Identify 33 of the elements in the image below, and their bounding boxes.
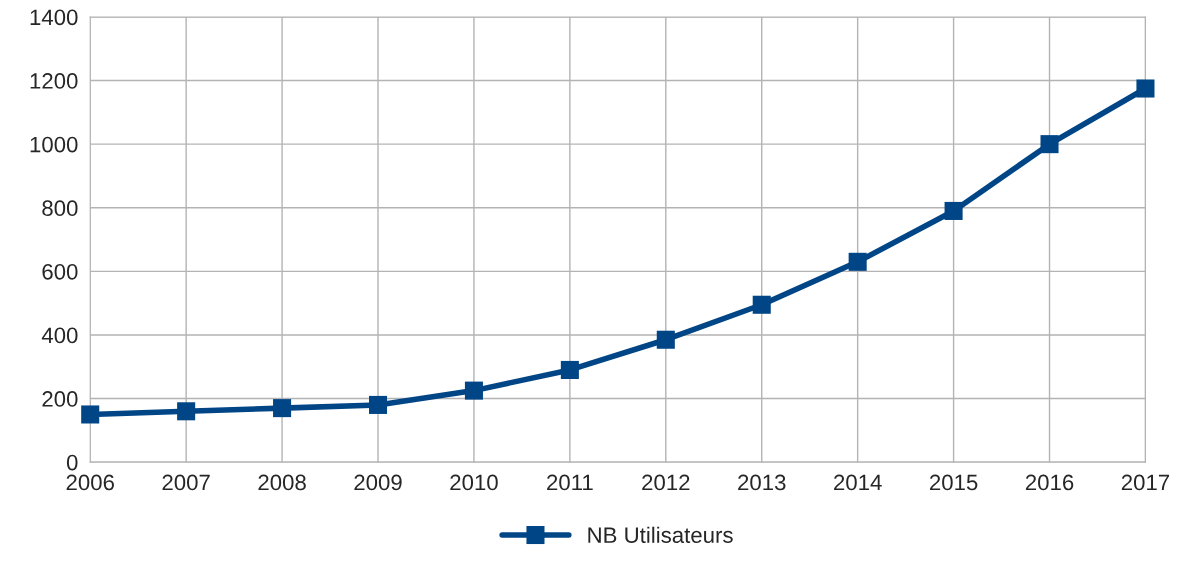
y-tick-label: 600 <box>42 263 78 280</box>
x-tick-label: 2013 <box>738 474 786 491</box>
point <box>944 201 963 220</box>
x-tick-label: 2008 <box>258 474 306 491</box>
legend-label: NB Utilisateurs <box>588 526 733 544</box>
point <box>1040 135 1059 154</box>
point <box>177 402 196 421</box>
x-tick-label: 2015 <box>930 474 978 491</box>
point <box>848 252 867 271</box>
point <box>273 399 292 418</box>
x-tick-label: 2007 <box>162 474 210 491</box>
point <box>368 395 388 414</box>
x-tick-label: 2012 <box>642 474 690 491</box>
y-tick-label: 1000 <box>30 136 78 153</box>
x-tick-label: 2017 <box>1121 474 1170 491</box>
y-tick-label: 400 <box>41 327 78 344</box>
point <box>560 360 579 379</box>
x-tick-label: 2006 <box>66 474 114 491</box>
point <box>752 295 771 314</box>
point <box>656 330 675 349</box>
y-tick-label: 1200 <box>30 73 78 89</box>
point <box>81 405 100 424</box>
x-tick-label: 2016 <box>1025 474 1074 491</box>
x-tick-label: 2010 <box>450 474 498 491</box>
point <box>1136 79 1155 98</box>
x-tick-label: 2014 <box>834 474 882 491</box>
y-tick-label: 800 <box>42 200 78 217</box>
y-tick-label: 200 <box>42 391 78 407</box>
y-tick-label: 0 <box>66 454 78 471</box>
x-tick-label: 2011 <box>547 474 593 491</box>
x-tick-label: 2009 <box>354 474 402 491</box>
point <box>464 381 483 400</box>
y-tick-label: 1400 <box>30 9 78 26</box>
